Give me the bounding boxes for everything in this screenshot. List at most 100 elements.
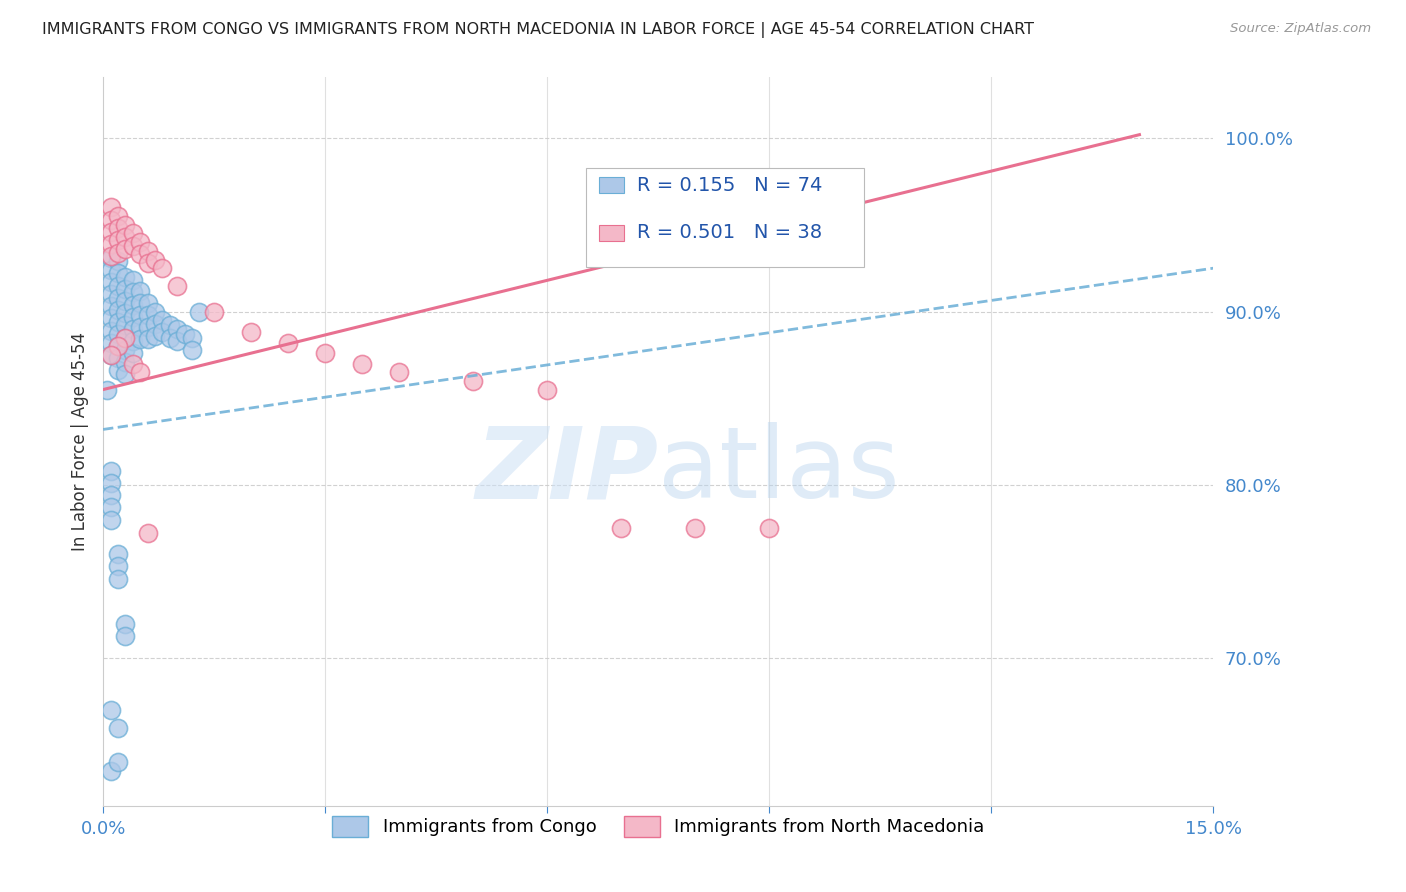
Point	[121, 227, 143, 241]
Point	[150, 261, 173, 276]
Point	[107, 559, 129, 574]
Point	[159, 318, 181, 333]
Point	[114, 242, 136, 256]
Point	[114, 318, 136, 333]
Point	[107, 302, 129, 317]
Point	[107, 278, 129, 293]
Point	[121, 297, 143, 311]
Text: Source: ZipAtlas.com: Source: ZipAtlas.com	[1230, 22, 1371, 36]
Point	[150, 313, 173, 327]
Point	[129, 320, 152, 334]
Point	[114, 282, 136, 296]
Point	[100, 311, 122, 326]
Point	[100, 263, 122, 277]
Point	[129, 365, 152, 379]
Point	[100, 335, 122, 350]
Point	[388, 365, 411, 379]
Point	[136, 256, 159, 270]
Point	[121, 346, 143, 360]
Point	[121, 357, 143, 371]
Point	[100, 275, 122, 289]
Point	[277, 335, 299, 350]
Point	[107, 572, 129, 586]
Point	[100, 348, 122, 362]
Point	[136, 296, 159, 310]
Point	[100, 464, 122, 478]
Point	[100, 348, 122, 362]
Point	[114, 306, 136, 320]
Point	[536, 383, 558, 397]
Point	[188, 304, 211, 318]
Point	[240, 326, 263, 340]
Point	[100, 476, 122, 491]
Point	[121, 273, 143, 287]
Point	[136, 308, 159, 322]
Point	[107, 209, 129, 223]
Point	[107, 339, 129, 353]
Point	[352, 357, 374, 371]
Point	[100, 201, 122, 215]
Point	[114, 330, 136, 344]
Point	[107, 221, 129, 235]
Point	[107, 266, 129, 280]
Point	[463, 374, 485, 388]
Point	[114, 330, 136, 344]
Text: ZIP: ZIP	[475, 422, 658, 519]
Point	[114, 294, 136, 309]
Point	[107, 547, 129, 561]
Point	[758, 521, 780, 535]
FancyBboxPatch shape	[586, 169, 863, 267]
Point	[150, 326, 173, 340]
Point	[107, 327, 129, 342]
Point	[181, 343, 204, 357]
Legend: Immigrants from Congo, Immigrants from North Macedonia: Immigrants from Congo, Immigrants from N…	[325, 809, 991, 844]
Point	[121, 322, 143, 336]
Point	[107, 254, 129, 268]
Point	[107, 315, 129, 329]
Point	[121, 334, 143, 348]
Point	[143, 317, 166, 331]
Point	[107, 291, 129, 305]
Point	[114, 367, 136, 381]
Text: IMMIGRANTS FROM CONGO VS IMMIGRANTS FROM NORTH MACEDONIA IN LABOR FORCE | AGE 45: IMMIGRANTS FROM CONGO VS IMMIGRANTS FROM…	[42, 22, 1035, 38]
Point	[136, 244, 159, 258]
Point	[96, 383, 118, 397]
Point	[166, 334, 188, 348]
Point	[100, 488, 122, 502]
Point	[610, 521, 633, 535]
Point	[114, 269, 136, 284]
Point	[100, 212, 122, 227]
FancyBboxPatch shape	[599, 178, 624, 194]
Point	[129, 235, 152, 249]
Point	[181, 330, 204, 344]
Point	[143, 252, 166, 267]
Point	[100, 251, 122, 265]
Text: R = 0.155   N = 74: R = 0.155 N = 74	[637, 176, 823, 194]
Text: atlas: atlas	[658, 422, 900, 519]
Point	[143, 304, 166, 318]
Point	[202, 304, 225, 318]
Point	[114, 629, 136, 643]
Point	[121, 310, 143, 324]
Point	[129, 247, 152, 261]
Point	[107, 234, 129, 248]
Point	[100, 287, 122, 301]
Point	[136, 526, 159, 541]
Point	[166, 278, 188, 293]
Point	[121, 285, 143, 300]
Point	[100, 500, 122, 515]
Point	[100, 513, 122, 527]
Point	[129, 284, 152, 298]
Point	[100, 249, 122, 263]
Point	[173, 327, 195, 342]
Point	[129, 296, 152, 310]
Point	[136, 320, 159, 334]
Point	[114, 616, 136, 631]
Point	[685, 521, 707, 535]
Point	[100, 225, 122, 239]
Point	[107, 756, 129, 770]
Point	[107, 339, 129, 353]
Point	[100, 764, 122, 778]
Point	[114, 218, 136, 232]
Point	[121, 238, 143, 252]
